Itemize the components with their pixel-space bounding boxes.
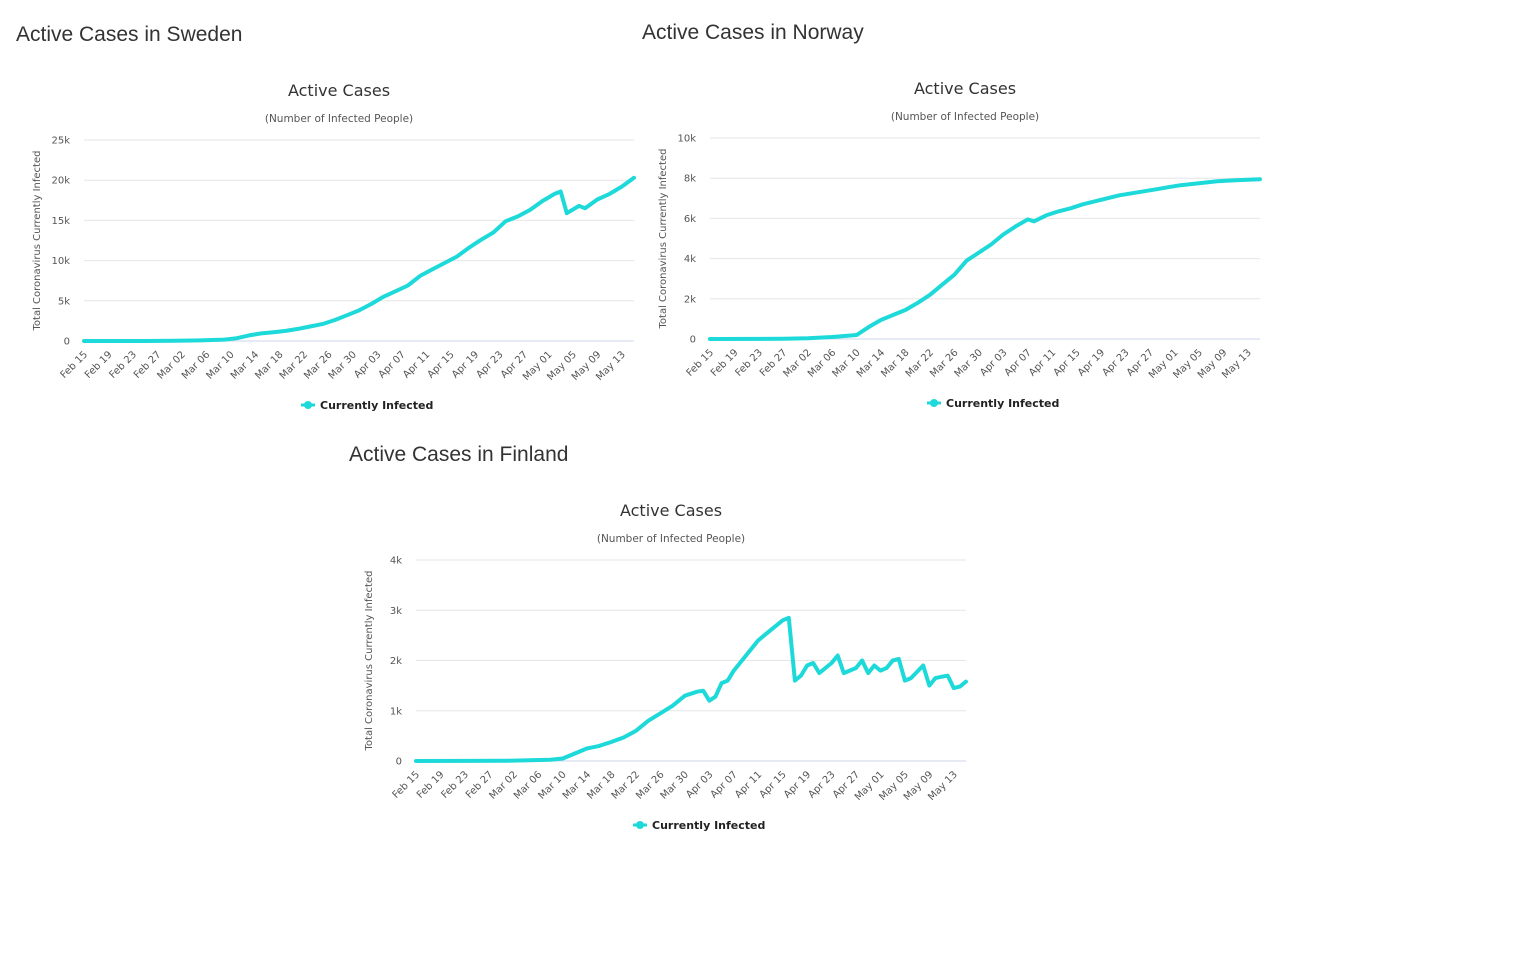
legend-label: Currently Infected (652, 819, 765, 832)
chart-subtitle: (Number of Infected People) (891, 111, 1039, 123)
legend: Currently Infected (301, 399, 433, 412)
chart-title: Active Cases (620, 501, 722, 520)
y-tick-label: 15k (51, 216, 70, 227)
legend-marker (930, 399, 938, 407)
legend-marker (304, 401, 312, 409)
y-tick-label: 0 (396, 757, 402, 768)
finland-panel-heading: Active Cases in Finland (349, 443, 569, 466)
series-line (708, 177, 1262, 341)
y-tick-label: 2k (390, 656, 402, 667)
series-line (82, 175, 636, 343)
legend-label: Currently Infected (946, 397, 1059, 410)
y-tick-label: 10k (677, 134, 696, 145)
y-tick-label: 2k (684, 294, 696, 305)
y-axis-title: Total Coronavirus Currently Infected (364, 571, 375, 752)
chart-svg: Active Cases (Number of Infected People) 0… (32, 81, 636, 412)
chart-title: Active Cases (914, 79, 1016, 98)
legend: Currently Infected (927, 397, 1059, 410)
y-tick-label: 10k (51, 256, 70, 267)
y-tick-label: 20k (51, 176, 70, 187)
chart-title: Active Cases (288, 81, 390, 100)
legend-label: Currently Infected (320, 399, 433, 412)
legend: Currently Infected (633, 819, 765, 832)
chart-svg: Active Cases (Number of Infected People) 0… (364, 501, 968, 832)
norway-chart: Active Cases (Number of Infected People) 0… (646, 68, 1276, 418)
y-tick-label: 0 (64, 337, 70, 348)
sweden-chart: Active Cases (Number of Infected People) 0… (20, 70, 650, 420)
y-tick-label: 4k (684, 254, 696, 265)
y-tick-label: 4k (390, 556, 402, 567)
chart-svg: Active Cases (Number of Infected People) 0… (658, 79, 1262, 410)
y-tick-label: 1k (390, 706, 402, 717)
norway-panel-heading: Active Cases in Norway (642, 21, 864, 44)
series-line (414, 615, 968, 763)
legend-marker (636, 821, 644, 829)
y-tick-label: 6k (684, 214, 696, 225)
sweden-panel-heading: Active Cases in Sweden (16, 23, 243, 46)
y-tick-label: 8k (684, 174, 696, 185)
y-axis-title: Total Coronavirus Currently Infected (32, 151, 43, 332)
y-axis-title: Total Coronavirus Currently Infected (658, 149, 669, 330)
chart-subtitle: (Number of Infected People) (265, 113, 413, 125)
chart-subtitle: (Number of Infected People) (597, 533, 745, 545)
y-tick-label: 5k (58, 296, 70, 307)
y-tick-label: 25k (51, 136, 70, 147)
finland-chart: Active Cases (Number of Infected People) 0… (352, 490, 982, 840)
y-tick-label: 0 (690, 335, 696, 346)
y-tick-label: 3k (390, 606, 402, 617)
